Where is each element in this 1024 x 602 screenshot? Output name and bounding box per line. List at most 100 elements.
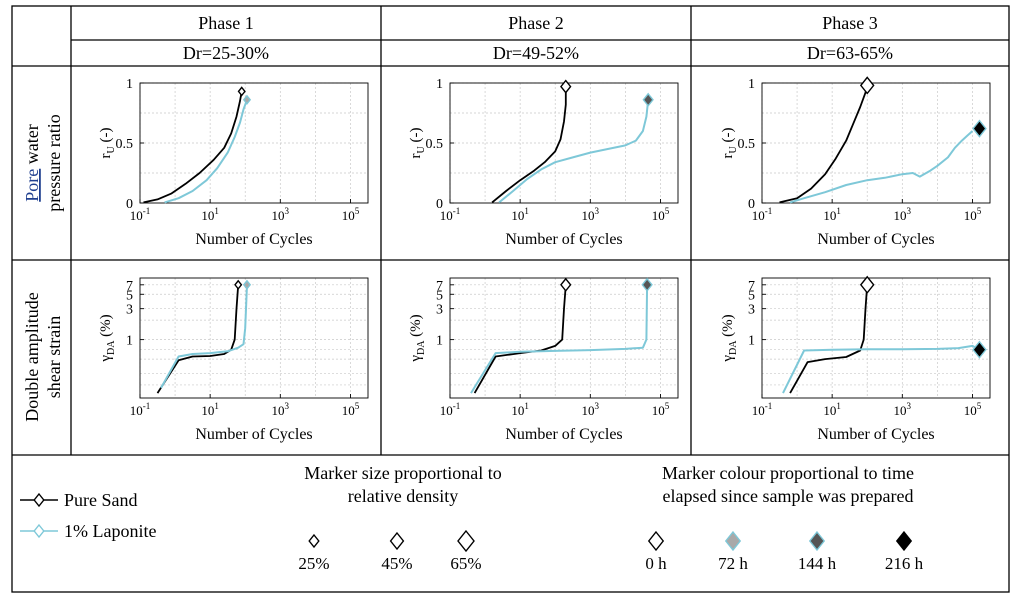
x-tick-label: 101 xyxy=(511,206,529,223)
series-line-laponite xyxy=(498,99,650,204)
y-tick-label: 1 xyxy=(436,77,443,92)
legend-size-diamond-65 xyxy=(457,529,475,553)
series-line-laponite xyxy=(160,284,248,389)
table-frame xyxy=(11,5,1010,593)
legend-colour-0h-label: 0 h xyxy=(645,554,667,573)
dr-1-header: Dr=25-30% xyxy=(183,43,269,63)
legend-size-25-label: 25% xyxy=(298,554,329,573)
legend-size-diamond-25 xyxy=(308,533,320,549)
legend-label-pure-sand: Pure Sand xyxy=(64,490,138,510)
y-axis-label: γDA (%) xyxy=(720,314,739,362)
series-line-pure-sand xyxy=(779,85,869,204)
legend: Pure Sand 1% Laponite Marker size propor… xyxy=(20,463,924,573)
marker-pure-sand xyxy=(560,277,572,292)
panel-strain-phase-1: 10-1 101 103 105 Number of Cycles 1 357 γDA (%) xyxy=(98,277,369,443)
legend-label-laponite: 1% Laponite xyxy=(64,521,156,541)
y-axis-label: rU (-) xyxy=(720,128,739,159)
marker-pure-sand xyxy=(234,279,243,290)
legend-marker-pure-sand xyxy=(33,492,45,508)
gridlines xyxy=(139,278,368,398)
legend-marker-laponite xyxy=(33,523,45,539)
y-tick-label: 3 xyxy=(126,303,133,318)
y-tick-label: 0 xyxy=(436,197,443,212)
phase-1-header: Phase 1 xyxy=(198,13,254,33)
gridlines xyxy=(761,82,990,203)
y-tick-label: 0.5 xyxy=(116,137,134,152)
x-tick-label: 10-1 xyxy=(130,401,151,418)
x-tick-label: 103 xyxy=(272,206,290,223)
row-label-pore-water: Pore water pressure ratio xyxy=(22,114,64,211)
y-tick-label: 0.5 xyxy=(426,137,444,152)
series-line-laponite xyxy=(782,344,980,394)
x-axis-label: Number of Cycles xyxy=(817,231,934,248)
svg-text:Pore water: Pore water xyxy=(22,124,42,201)
legend-colour-144h-label: 144 h xyxy=(798,554,837,573)
x-axis-label: Number of Cycles xyxy=(505,231,622,248)
legend-colour-diamond-0 xyxy=(647,530,665,552)
legend-size-diamond-45 xyxy=(389,531,405,551)
y-tick-label: 1 xyxy=(748,77,755,92)
y-tick-label: 3 xyxy=(748,303,755,318)
legend-markers xyxy=(33,492,913,553)
y-tick-label: 7 xyxy=(126,279,133,294)
gridlines xyxy=(449,278,678,398)
y-tick-label: 0 xyxy=(748,197,755,212)
legend-colour-title-line2: elapsed since sample was prepared xyxy=(663,486,914,506)
x-axis-label: Number of Cycles xyxy=(505,426,622,443)
marker-laponite xyxy=(972,340,987,359)
legend-series: Pure Sand 1% Laponite xyxy=(20,490,156,541)
x-tick-label: 103 xyxy=(272,401,290,418)
series-line-pure-sand xyxy=(473,284,567,394)
legend-colour-diamond-3 xyxy=(895,530,913,552)
x-tick-label: 103 xyxy=(582,401,600,418)
y-tick-label: 5 xyxy=(748,288,755,303)
y-axis-label: γDA (%) xyxy=(408,314,427,362)
series-line-laponite xyxy=(164,99,248,204)
marker-laponite xyxy=(242,94,252,105)
x-tick-label: 105 xyxy=(652,401,670,418)
series-line-pure-sand xyxy=(491,86,567,204)
legend-size-labels: 25% 45% 65% xyxy=(298,554,481,573)
legend-size-title: Marker size proportional to relative den… xyxy=(304,463,501,506)
marker-pure-sand xyxy=(560,79,572,94)
y-tick-label: 0.5 xyxy=(738,137,756,152)
y-tick-label: 5 xyxy=(436,288,443,303)
x-tick-label: 103 xyxy=(894,401,912,418)
x-tick-label: 101 xyxy=(511,401,529,418)
row-label-shear-strain: Double amplitude shear strain xyxy=(22,292,64,421)
series-line-laponite xyxy=(470,284,649,394)
y-tick-label: 5 xyxy=(126,288,133,303)
marker-laponite xyxy=(641,277,653,292)
panel-strain-phase-3: 10-1 101 103 105 Number of Cycles 1 357 γDA (%) xyxy=(720,275,991,443)
panel-ru-phase-1: 10-1 101 103 105 Number of Cycles 0 0.5 1 rU (-) xyxy=(98,77,369,248)
row-label-double-amplitude: Double amplitude xyxy=(22,292,42,421)
dr-2-header: Dr=49-52% xyxy=(493,43,579,63)
legend-size-title-line1: Marker size proportional to xyxy=(304,463,501,483)
series-line-pure-sand xyxy=(143,91,243,204)
series-line-pure-sand xyxy=(156,284,240,394)
y-axis-label: γDA (%) xyxy=(98,314,117,362)
x-tick-label: 101 xyxy=(201,206,219,223)
legend-size-65-label: 65% xyxy=(450,554,481,573)
x-tick-label: 10-1 xyxy=(440,206,461,223)
y-tick-label: 3 xyxy=(436,303,443,318)
gridlines xyxy=(139,82,368,203)
x-tick-label: 105 xyxy=(964,206,982,223)
row-label-pressure-ratio: pressure ratio xyxy=(44,114,64,211)
row-label-water-word: water xyxy=(22,124,42,168)
x-tick-label: 105 xyxy=(964,401,982,418)
legend-colour-72h-label: 72 h xyxy=(718,554,748,573)
y-tick-label: 1 xyxy=(126,77,133,92)
x-tick-label: 10-1 xyxy=(440,401,461,418)
x-tick-label: 10-1 xyxy=(752,401,773,418)
x-tick-label: 103 xyxy=(582,206,600,223)
plot-frame xyxy=(449,277,679,399)
row-label-pore-word: Pore xyxy=(22,169,42,202)
x-tick-label: 103 xyxy=(894,206,912,223)
panel-ru-phase-2: 10-1 101 103 105 Number of Cycles 0 0.5 1 rU (-) xyxy=(408,77,679,248)
x-tick-label: 101 xyxy=(201,401,219,418)
legend-colour-title-line1: Marker colour proportional to time xyxy=(662,463,914,483)
legend-colour-diamond-2 xyxy=(808,530,826,552)
